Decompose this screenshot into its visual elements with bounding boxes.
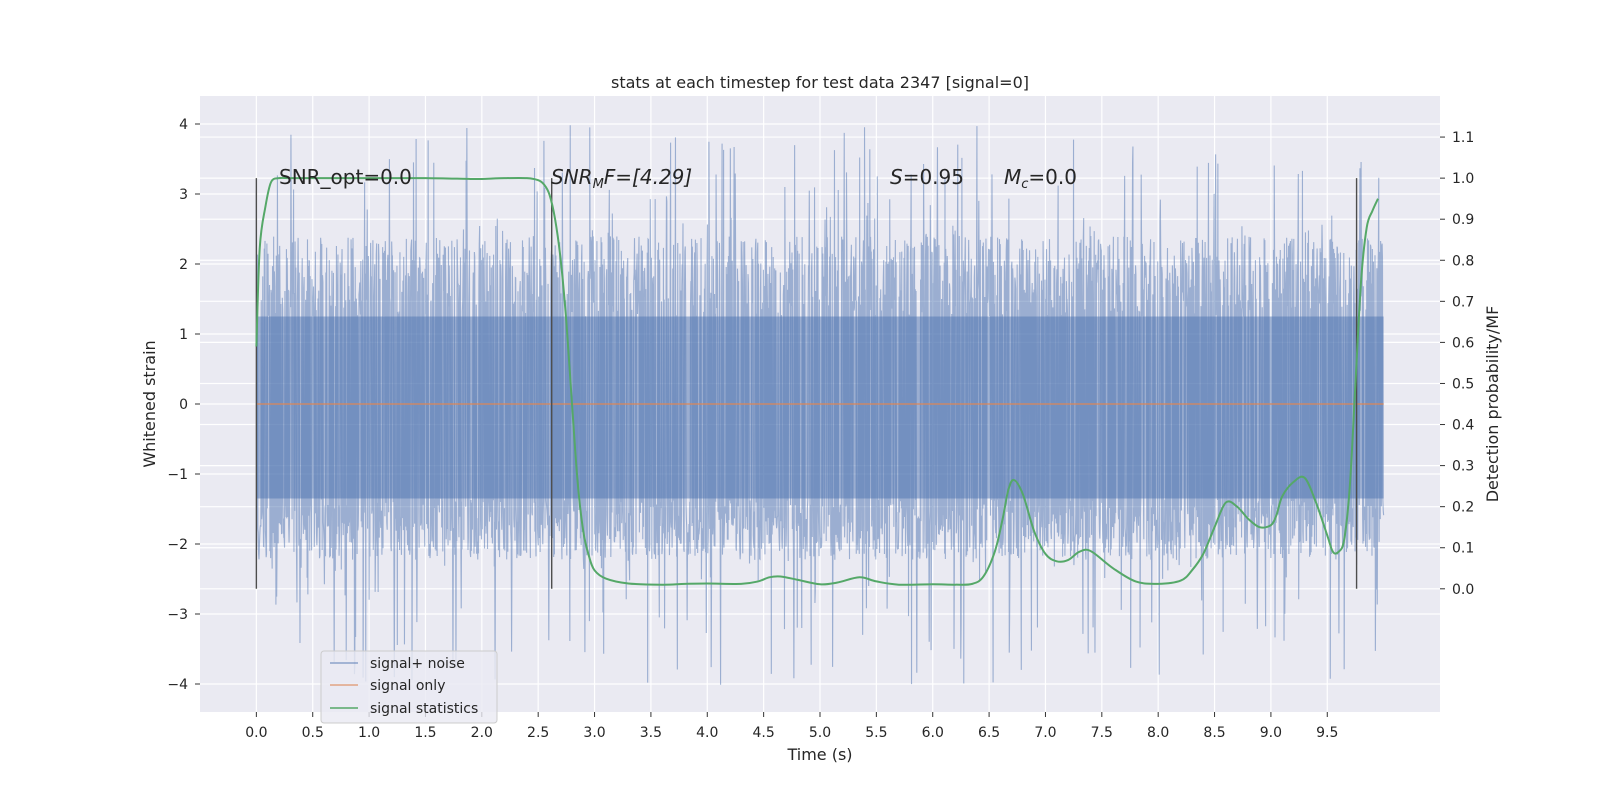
annotation-snr-opt: SNR_opt=0.0	[279, 165, 412, 189]
x-axis-label: Time (s)	[786, 745, 852, 764]
x-tick-label: 7.5	[1091, 725, 1113, 741]
y2-tick-label: 0.4	[1452, 418, 1474, 434]
y2-tick-label: 0.9	[1452, 212, 1474, 228]
statistics-trace	[255, 176, 1379, 586]
x-tick-label: 0.0	[245, 725, 267, 741]
y-tick-label: 4	[179, 117, 188, 133]
annotation-snr-mf-base: SNR	[551, 165, 593, 189]
x-tick-label: 7.0	[1034, 725, 1056, 741]
statistics-line	[255, 176, 1379, 586]
x-tick-label: 0.5	[302, 725, 324, 741]
annotation-mc-base: M	[1004, 165, 1021, 189]
x-tick-label: 6.5	[978, 725, 1000, 741]
x-tick-label: 4.5	[753, 725, 775, 741]
annotation-snr-mf-sub: M	[593, 177, 604, 192]
y2-tick-label: 1.0	[1452, 171, 1474, 187]
y2-tick-label: 0.1	[1452, 541, 1474, 557]
y2-axis-label: Detection probability/MF	[1483, 306, 1502, 503]
y-tick-label: 1	[179, 327, 188, 343]
x-tick-label: 2.5	[527, 725, 549, 741]
x-tick-label: 6.0	[922, 725, 944, 741]
x-tick-label: 2.0	[471, 725, 493, 741]
x-tick-label: 1.5	[414, 725, 436, 741]
y2-tick-label: 0.8	[1452, 253, 1474, 269]
legend: signal+ noise signal only signal statist…	[320, 650, 498, 724]
y2-tick-label: 0.0	[1452, 582, 1474, 598]
x-tick-label: 3.0	[583, 725, 605, 741]
legend-label-noise: signal+ noise	[370, 656, 465, 672]
annotation-s-base: S	[890, 165, 903, 189]
y-tick-label: −1	[167, 467, 188, 483]
x-tick-label: 8.0	[1147, 725, 1169, 741]
x-tick-label: 9.0	[1260, 725, 1282, 741]
y-tick-label: −2	[167, 537, 188, 553]
x-tick-label: 1.0	[358, 725, 380, 741]
chart-title: stats at each timestep for test data 234…	[611, 73, 1029, 92]
legend-box	[320, 650, 498, 724]
annotation-snr-mf-f: F=[4.29]	[604, 165, 692, 189]
legend-label-stats: signal statistics	[370, 701, 478, 717]
y2-tick-label: 0.7	[1452, 294, 1474, 310]
x-tick-label: 5.5	[865, 725, 887, 741]
y2-tick-label: 0.5	[1452, 376, 1474, 392]
x-tick-label: 8.5	[1203, 725, 1225, 741]
vertical-markers	[255, 178, 1358, 589]
y-tick-label: 0	[179, 397, 188, 413]
x-tick-label: 3.5	[640, 725, 662, 741]
annotation-mc: Mc=0.0	[1004, 165, 1077, 192]
y-tick-label: −3	[167, 607, 188, 623]
y-tick-label: 2	[179, 257, 188, 273]
axes: 0.0 0.5 1.0 1.5 2.0 2.5 3.0 3.5 4.0 4.5 5.0 5.5 6.0 6…	[167, 117, 1474, 741]
noise-line	[255, 125, 1385, 685]
y-axis-label: Whitened strain	[140, 340, 159, 467]
y2-tick-label: 0.2	[1452, 500, 1474, 516]
noise-trace	[255, 125, 1385, 685]
annotation-s-value: =0.95	[903, 165, 964, 189]
annotation-mc-sub: c	[1021, 177, 1028, 192]
y-tick-label: 3	[179, 187, 188, 203]
y2-tick-label: 1.1	[1452, 130, 1474, 146]
y2-tick-label: 0.3	[1452, 459, 1474, 475]
x-tick-label: 5.0	[809, 725, 831, 741]
annotation-mc-value: =0.0	[1028, 165, 1077, 189]
x-tick-label: 4.0	[696, 725, 718, 741]
annotation-s: S=0.95	[890, 165, 964, 189]
y2-tick-label: 0.6	[1452, 335, 1474, 351]
y-tick-label: −4	[167, 677, 188, 693]
legend-label-signal: signal only	[370, 678, 445, 694]
annotation-snr-mf: SNRMF=[4.29]	[551, 165, 692, 192]
x-tick-label: 9.5	[1316, 725, 1338, 741]
